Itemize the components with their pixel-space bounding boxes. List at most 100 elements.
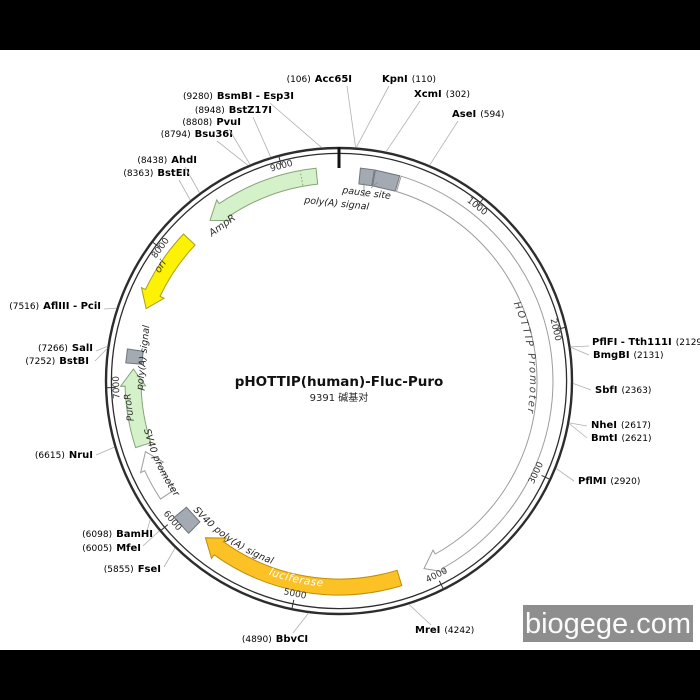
enzyme-name: BamHI: [116, 529, 153, 540]
enzyme-position: (106): [287, 75, 311, 85]
tick-mark-1000: [477, 197, 485, 206]
enzyme-position: (6615): [35, 451, 65, 461]
plasmid-size-label: 9391 碱基对: [310, 391, 369, 404]
enzyme-label-bmti: BmtI (2621): [591, 433, 651, 444]
enzyme-leader-pflmi: [555, 468, 575, 482]
enzyme-label-acc65i: (106) Acc65I: [287, 74, 352, 85]
feature-box-poly-a-signal: [125, 348, 144, 365]
enzyme-position: (2129): [676, 338, 700, 348]
tick-mark-4000: [438, 580, 445, 590]
enzyme-label-mfei: (6005) MfeI: [82, 543, 141, 554]
enzyme-label-bstz17i: (8948) BstZ17I: [195, 105, 272, 116]
enzyme-leader-xcmi: [385, 100, 421, 153]
tick-mark-5000: [291, 599, 295, 610]
tick-mark-3000: [541, 475, 551, 481]
enzyme-position: (110): [412, 75, 436, 85]
enzyme-label-pflmi: PflMI (2920): [578, 476, 640, 487]
enzyme-label-nrui: (6615) NruI: [35, 450, 93, 461]
feature-label-leader-pause-site: [370, 181, 379, 189]
enzyme-label-pflfi-tth111i: PflFI - Tth111I (2129): [592, 337, 700, 348]
enzyme-position: (302): [446, 90, 470, 100]
enzyme-name: BmgBI: [593, 350, 630, 361]
enzyme-leader-bbvci: [292, 612, 309, 634]
enzyme-label-nhei: NheI (2617): [591, 420, 651, 431]
enzyme-label-sbfi: SbfI (2363): [595, 385, 651, 396]
enzyme-label-bsteii: (8363) BstEII: [123, 168, 190, 179]
enzyme-leader-nhei: [569, 422, 588, 427]
feature-arrow-sv40-promoter: [139, 450, 175, 500]
enzyme-position: (7252): [25, 357, 55, 367]
enzyme-name: SbfI: [595, 385, 617, 396]
enzyme-name: BstEII: [157, 168, 190, 179]
watermark: biogege.com: [523, 605, 693, 642]
enzyme-leader-sali: [95, 345, 108, 352]
enzyme-label-bsu36i: (8794) Bsu36I: [161, 129, 233, 140]
feature-arrow-hottip-promoter: [395, 175, 554, 573]
enzyme-label-pvui: (8808) PvuI: [182, 117, 241, 128]
enzyme-label-mrei: MreI (4242): [415, 625, 474, 636]
enzyme-name: BstZ17I: [229, 105, 272, 116]
enzyme-leader-fsei: [163, 547, 176, 568]
enzyme-leader-afliii-pcii: [103, 307, 117, 310]
enzyme-position: (2131): [634, 351, 664, 361]
enzyme-label-fsei: (5855) FseI: [104, 564, 161, 575]
enzyme-leader-bmti: [568, 423, 588, 439]
enzyme-position: (8808): [182, 118, 212, 128]
enzyme-name: AseI: [452, 109, 476, 120]
enzyme-leader-pvui: [228, 128, 251, 165]
enzyme-label-sali: (7266) SalI: [38, 343, 93, 354]
enzyme-name: MreI: [415, 625, 440, 636]
enzyme-position: (2621): [622, 434, 652, 444]
enzyme-leader-nrui: [95, 446, 115, 456]
enzyme-name: XcmI: [414, 89, 442, 100]
enzyme-leader-bmgbi: [570, 346, 590, 356]
enzyme-label-ahdi: (8438) AhdI: [137, 155, 197, 166]
enzyme-leader-bstz17i: [252, 116, 272, 158]
enzyme-name: NheI: [591, 420, 617, 431]
enzyme-label-bstbi: (7252) BstBI: [25, 356, 89, 367]
enzyme-label-asei: AseI (594): [452, 109, 504, 120]
enzyme-leader-acc65i: [346, 85, 356, 148]
enzyme-position: (2617): [621, 421, 651, 431]
enzyme-leader-mfei: [142, 530, 160, 547]
enzyme-name: BmtI: [591, 433, 618, 444]
enzyme-position: (8794): [161, 130, 191, 140]
enzyme-label-afliii-pcii: (7516) AflIII - PciI: [9, 301, 101, 312]
enzyme-position: (4890): [242, 635, 272, 645]
enzyme-leader-asei: [429, 120, 459, 166]
enzyme-label-bamhi: (6098) BamHI: [82, 529, 153, 540]
enzyme-position: (8948): [195, 106, 225, 116]
enzyme-label-bbvci: (4890) BbvCI: [242, 634, 308, 645]
watermark-background: [523, 605, 693, 642]
enzyme-leader-ahdi: [184, 166, 201, 194]
enzyme-label-bsmbi-esp3i: (9280) BsmBI - Esp3I: [183, 91, 294, 102]
feature-divider-ampr: [299, 171, 304, 186]
enzyme-position: (6005): [82, 544, 112, 554]
enzyme-position: (7266): [38, 344, 68, 354]
enzyme-position: (8438): [137, 156, 167, 166]
enzyme-leader-pflfi-tth111i: [570, 345, 590, 348]
enzyme-position: (594): [480, 110, 504, 120]
enzyme-leader-kpni: [355, 85, 390, 148]
feature-box-sv40-poly-a-signal: [173, 506, 201, 534]
enzyme-leader-sbfi: [572, 383, 592, 391]
feature-arrow-puror: [119, 368, 152, 449]
enzyme-leader-bsteii: [178, 179, 191, 201]
enzyme-position: (6098): [82, 530, 112, 540]
enzyme-name: AhdI: [171, 155, 197, 166]
enzyme-leader-bsu36i: [216, 140, 249, 166]
feature-arrow-luciferase: [204, 537, 403, 596]
enzyme-leader-bamhi: [146, 519, 151, 532]
enzyme-label-xcmi: XcmI (302): [414, 89, 470, 100]
enzyme-label-bmgbi: BmgBI (2131): [593, 350, 663, 361]
enzyme-name: SalI: [72, 343, 93, 354]
feature-label-puror: PuroR: [122, 393, 136, 422]
tick-label-5000: 5000: [283, 587, 308, 601]
enzyme-name: AflIII - PciI: [43, 301, 101, 312]
enzyme-position: (8363): [123, 169, 153, 179]
watermark-text: biogege.com: [525, 608, 691, 640]
enzyme-name: NruI: [69, 450, 93, 461]
tick-label-7000: 7000: [112, 376, 123, 399]
